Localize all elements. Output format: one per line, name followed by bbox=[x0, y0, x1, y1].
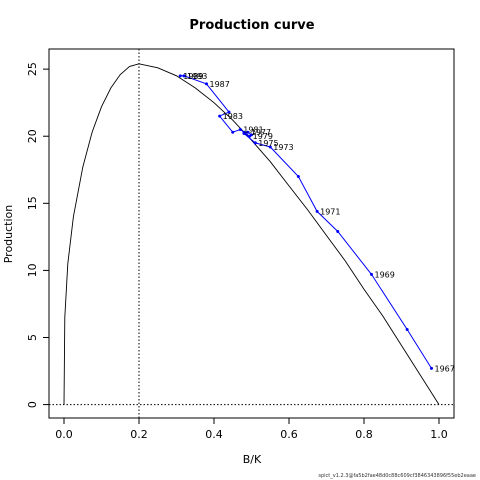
year-label: 1987 bbox=[210, 80, 230, 89]
year-label: 1967 bbox=[435, 364, 455, 373]
trajectory-point bbox=[182, 74, 186, 78]
x-tick-label: 0.8 bbox=[355, 428, 373, 441]
trajectory-point bbox=[227, 110, 231, 114]
trajectory-point bbox=[370, 272, 373, 276]
y-tick-label: 5 bbox=[26, 334, 39, 341]
y-tick-label: 25 bbox=[26, 62, 39, 76]
trajectory-point bbox=[238, 128, 242, 132]
x-axis-label: B/K bbox=[243, 453, 262, 466]
y-tick-label: 15 bbox=[26, 196, 39, 210]
trajectory-point bbox=[430, 366, 433, 370]
y-axis: 0 5 10 15 20 25 bbox=[26, 62, 49, 408]
year-label: 1989 bbox=[183, 72, 203, 81]
trajectory-point bbox=[248, 134, 252, 138]
trajectory-point bbox=[296, 174, 300, 178]
y-axis-label: Production bbox=[2, 205, 15, 264]
trajectory-point bbox=[336, 229, 340, 233]
trajectory-point bbox=[246, 130, 250, 134]
trajectory-point bbox=[218, 114, 222, 118]
trajectory-point bbox=[242, 130, 246, 134]
trajectory-point bbox=[231, 130, 235, 134]
year-label: 1977 bbox=[251, 128, 271, 137]
trajectory-point bbox=[268, 145, 272, 149]
x-axis: 0.0 0.2 0.4 0.6 0.8 1.0 bbox=[55, 418, 448, 441]
production-curve-line bbox=[63, 63, 440, 405]
year-label: 1969 bbox=[375, 270, 395, 279]
y-tick-label: 10 bbox=[26, 263, 39, 277]
trajectory-points bbox=[178, 74, 433, 370]
y-tick-label: 0 bbox=[26, 401, 39, 408]
x-tick-label: 0.2 bbox=[130, 428, 148, 441]
year-label: 1973 bbox=[273, 143, 293, 152]
x-tick-label: 0.6 bbox=[280, 428, 298, 441]
year-label: 1983 bbox=[223, 112, 243, 121]
x-tick-label: 0.0 bbox=[55, 428, 73, 441]
trajectory-line bbox=[180, 75, 432, 369]
trajectory-point bbox=[405, 327, 409, 331]
trajectory-point bbox=[178, 74, 182, 78]
year-label: 1993 bbox=[187, 72, 207, 81]
trajectory-point bbox=[253, 141, 257, 145]
plot-frame bbox=[48, 48, 455, 419]
trajectory-point bbox=[205, 82, 208, 86]
chart-title: Production curve bbox=[189, 18, 314, 33]
year-label: 1981 bbox=[243, 126, 263, 135]
reference-lines bbox=[49, 49, 454, 418]
x-tick-label: 1.0 bbox=[430, 428, 448, 441]
year-label: 1971 bbox=[320, 207, 340, 216]
x-tick-label: 0.4 bbox=[205, 428, 223, 441]
footer-note: spict_v1.2.3@fa5b2fae48d0c88c609cf384634… bbox=[318, 473, 476, 479]
trajectory-point bbox=[315, 209, 319, 213]
y-tick-label: 20 bbox=[26, 129, 39, 143]
year-label: 1975 bbox=[258, 139, 278, 148]
year-label: 1979 bbox=[253, 132, 273, 141]
